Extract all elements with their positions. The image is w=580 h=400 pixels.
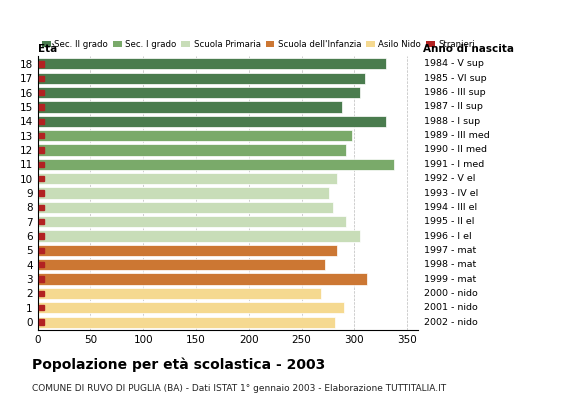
Bar	[38, 116, 386, 127]
Text: Popolazione per età scolastica - 2003: Popolazione per età scolastica - 2003	[32, 358, 325, 372]
Bar	[38, 233, 44, 239]
Bar	[38, 176, 44, 181]
Bar	[38, 219, 44, 224]
Bar	[38, 159, 394, 170]
Text: 1990 - II med: 1990 - II med	[424, 146, 487, 154]
Bar	[38, 305, 44, 310]
Bar	[38, 104, 44, 110]
Text: 1986 - III sup: 1986 - III sup	[424, 88, 485, 97]
Bar	[38, 245, 338, 256]
Bar	[38, 291, 44, 296]
Bar	[38, 118, 44, 124]
Bar	[38, 316, 335, 328]
Bar	[38, 230, 360, 242]
Bar	[38, 276, 44, 282]
Legend: Sec. II grado, Sec. I grado, Scuola Primaria, Scuola dell'Infanzia, Asilo Nido, : Sec. II grado, Sec. I grado, Scuola Prim…	[42, 40, 475, 49]
Bar	[38, 259, 325, 270]
Text: 1991 - I med: 1991 - I med	[424, 160, 484, 169]
Text: 1994 - III el: 1994 - III el	[424, 203, 477, 212]
Text: 1998 - mat: 1998 - mat	[424, 260, 476, 269]
Text: 2000 - nido: 2000 - nido	[424, 289, 477, 298]
Bar	[38, 173, 338, 184]
Bar	[38, 262, 44, 268]
Bar	[38, 144, 346, 156]
Bar	[38, 133, 44, 138]
Text: 1999 - mat: 1999 - mat	[424, 274, 476, 284]
Text: 2002 - nido: 2002 - nido	[424, 318, 477, 327]
Text: 1997 - mat: 1997 - mat	[424, 246, 476, 255]
Text: 1984 - V sup: 1984 - V sup	[424, 59, 484, 68]
Bar	[38, 58, 386, 70]
Text: Età: Età	[38, 44, 57, 54]
Bar	[38, 188, 329, 198]
Bar	[38, 205, 44, 210]
Text: 1996 - I el: 1996 - I el	[424, 232, 472, 240]
Text: 1993 - IV el: 1993 - IV el	[424, 188, 478, 198]
Bar	[38, 61, 44, 67]
Bar	[38, 147, 44, 153]
Text: 1989 - III med: 1989 - III med	[424, 131, 490, 140]
Bar	[38, 248, 44, 253]
Bar	[38, 76, 44, 81]
Bar	[38, 87, 360, 98]
Text: 1995 - II el: 1995 - II el	[424, 217, 474, 226]
Text: 1988 - I sup: 1988 - I sup	[424, 117, 480, 126]
Text: 2001 - nido: 2001 - nido	[424, 303, 477, 312]
Bar	[38, 302, 344, 313]
Bar	[38, 216, 346, 227]
Bar	[38, 90, 44, 95]
Text: 1987 - II sup: 1987 - II sup	[424, 102, 483, 112]
Bar	[38, 73, 365, 84]
Bar	[38, 319, 44, 325]
Bar	[38, 162, 44, 167]
Bar	[38, 288, 321, 299]
Text: 1985 - VI sup: 1985 - VI sup	[424, 74, 487, 83]
Bar	[38, 202, 333, 213]
Text: Anno di nascita: Anno di nascita	[423, 44, 514, 54]
Bar	[38, 130, 352, 141]
Bar	[38, 101, 342, 112]
Text: 1992 - V el: 1992 - V el	[424, 174, 475, 183]
Bar	[38, 274, 367, 285]
Text: COMUNE DI RUVO DI PUGLIA (BA) - Dati ISTAT 1° gennaio 2003 - Elaborazione TUTTIT: COMUNE DI RUVO DI PUGLIA (BA) - Dati IST…	[32, 384, 446, 393]
Bar	[38, 190, 44, 196]
